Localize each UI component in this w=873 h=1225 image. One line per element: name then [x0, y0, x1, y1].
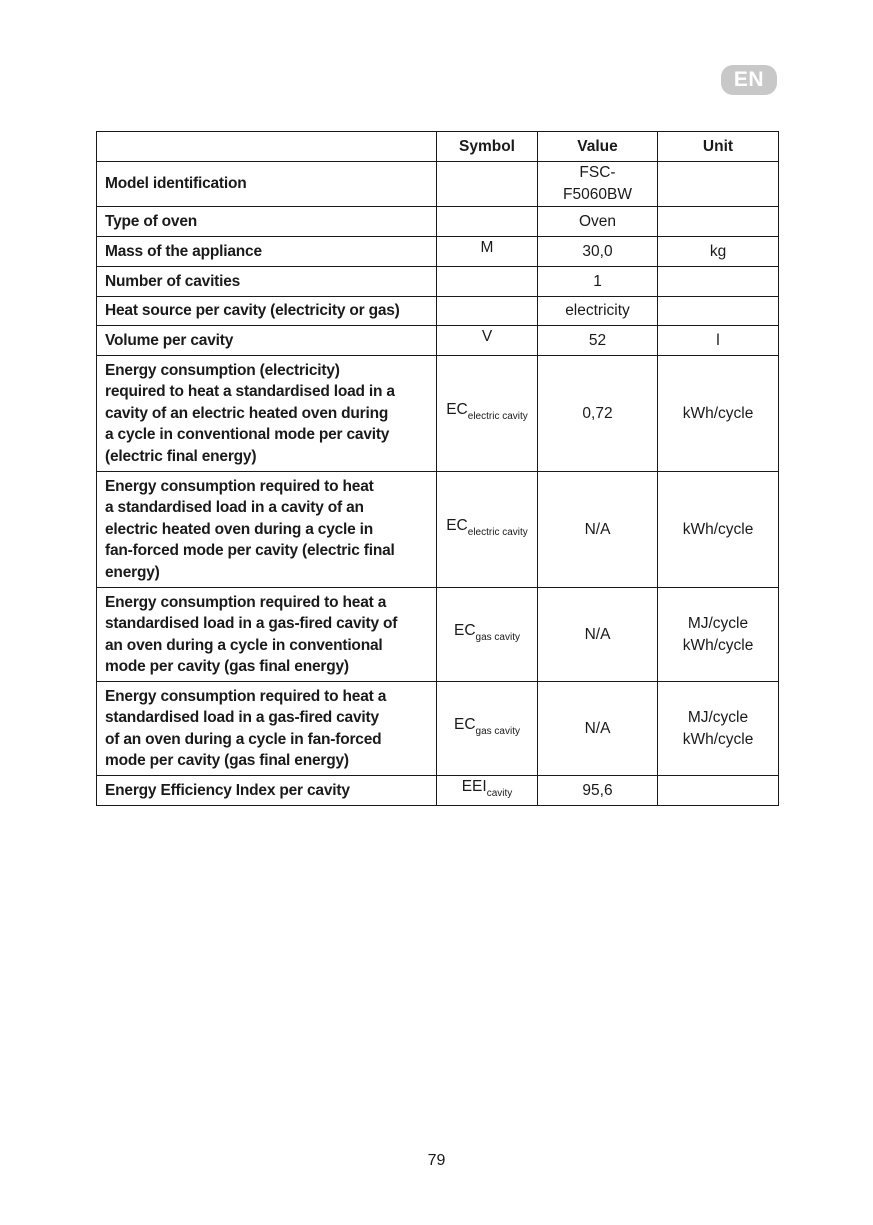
table-row: Type of oven Oven	[96, 206, 779, 237]
symbol-subscript: electric cavity	[467, 527, 528, 538]
row-symbol	[436, 206, 538, 237]
row-unit	[657, 775, 779, 806]
row-value: 30,0	[537, 236, 658, 267]
row-symbol: EEIcavity	[436, 775, 538, 806]
table-row: Energy consumption (electricity) require…	[96, 355, 779, 472]
header-unit: Unit	[657, 131, 779, 162]
symbol-main: EC	[446, 401, 468, 418]
row-symbol	[436, 296, 538, 326]
symbol-subscript: gas cavity	[475, 632, 520, 643]
symbol-main: V	[481, 328, 493, 345]
row-unit: kWh/cycle	[657, 355, 779, 472]
symbol-subscript: gas cavity	[475, 726, 520, 737]
table-header-row: Symbol Value Unit	[96, 131, 779, 162]
row-unit	[657, 206, 779, 237]
row-symbol: V	[436, 325, 538, 356]
table-row: Volume per cavity V 52 l	[96, 325, 779, 356]
row-value: 1	[537, 266, 658, 297]
row-unit: kWh/cycle	[657, 471, 779, 588]
row-symbol	[436, 161, 538, 207]
row-unit	[657, 266, 779, 297]
row-label: Mass of the appliance	[96, 236, 437, 267]
row-label: Model identification	[96, 161, 437, 207]
row-value: 52	[537, 325, 658, 356]
row-unit	[657, 296, 779, 326]
row-symbol	[436, 266, 538, 297]
row-label: Number of cavities	[96, 266, 437, 297]
row-unit: kg	[657, 236, 779, 267]
row-value: N/A	[537, 471, 658, 588]
row-label: Energy consumption (electricity) require…	[96, 355, 437, 472]
table-row: Energy Efficiency Index per cavity EEIcav…	[96, 775, 779, 806]
row-symbol: ECelectric cavity	[436, 471, 538, 588]
row-label: Energy consumption required to heat a st…	[96, 587, 437, 682]
symbol-main: EC	[453, 716, 476, 733]
symbol-subscript: cavity	[486, 788, 513, 799]
symbol-main: EC	[453, 622, 476, 639]
header-label	[96, 131, 437, 162]
row-unit: MJ/cycle kWh/cycle	[657, 681, 779, 776]
row-value: electricity	[537, 296, 658, 326]
oven-specification-table: Symbol Value Unit Model identification FS…	[96, 131, 779, 806]
symbol-main: EC	[446, 517, 468, 534]
row-symbol: ECelectric cavity	[436, 355, 538, 472]
row-unit: l	[657, 325, 779, 356]
row-value: 0,72	[537, 355, 658, 472]
row-symbol: M	[436, 236, 538, 267]
row-symbol: ECgas cavity	[436, 681, 538, 776]
table-row: Energy consumption required to heat a st…	[96, 471, 779, 588]
row-label: Energy Efficiency Index per cavity	[96, 775, 437, 806]
row-label: Volume per cavity	[96, 325, 437, 356]
row-label: Type of oven	[96, 206, 437, 237]
table-row: Model identification FSC-F5060BW	[96, 161, 779, 207]
row-value: Oven	[537, 206, 658, 237]
row-label: Heat source per cavity (electricity or g…	[96, 296, 437, 326]
row-unit: MJ/cycle kWh/cycle	[657, 587, 779, 682]
row-label: Energy consumption required to heat a st…	[96, 471, 437, 588]
symbol-subscript: electric cavity	[467, 411, 528, 422]
page-number: 79	[427, 1152, 446, 1169]
table-row: Number of cavities 1	[96, 266, 779, 297]
language-badge: EN	[721, 65, 777, 95]
table-row: Heat source per cavity (electricity or g…	[96, 296, 779, 326]
row-value: N/A	[537, 681, 658, 776]
table-row: Mass of the appliance M 30,0 kg	[96, 236, 779, 267]
table-row: Energy consumption required to heat a st…	[96, 681, 779, 776]
header-symbol: Symbol	[436, 131, 538, 162]
table-row: Energy consumption required to heat a st…	[96, 587, 779, 682]
symbol-main: EEI	[461, 778, 487, 795]
row-label: Energy consumption required to heat a st…	[96, 681, 437, 776]
row-unit	[657, 161, 779, 207]
row-value: FSC-F5060BW	[537, 161, 658, 207]
symbol-main: M	[480, 239, 494, 256]
row-value: N/A	[537, 587, 658, 682]
header-value: Value	[537, 131, 658, 162]
row-value: 95,6	[537, 775, 658, 806]
row-symbol: ECgas cavity	[436, 587, 538, 682]
